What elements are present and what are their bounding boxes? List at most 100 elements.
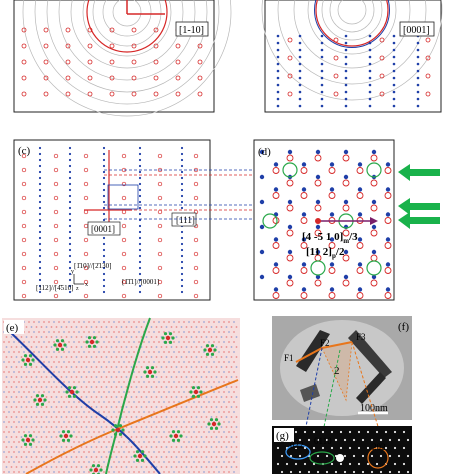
lattice-atom bbox=[188, 321, 190, 323]
lattice-atom bbox=[73, 431, 75, 433]
spot-blue bbox=[102, 188, 106, 192]
spot-blue bbox=[392, 34, 396, 38]
cluster-atom bbox=[113, 432, 118, 436]
lattice-atom bbox=[73, 461, 75, 463]
lattice-atom bbox=[75, 366, 78, 368]
lattice-atom bbox=[173, 401, 175, 403]
lattice-atom bbox=[208, 461, 210, 463]
spot-red bbox=[157, 279, 163, 285]
lattice-atom bbox=[223, 361, 225, 363]
lattice-atom bbox=[28, 461, 30, 463]
spot-red bbox=[21, 153, 27, 159]
lattice-atom bbox=[18, 471, 20, 473]
spot-red bbox=[384, 167, 392, 174]
lattice-atom bbox=[165, 396, 168, 398]
spot-blue bbox=[259, 149, 265, 155]
lattice-atom bbox=[233, 431, 235, 433]
lattice-atom bbox=[85, 436, 88, 438]
spot-red bbox=[193, 195, 199, 201]
lattice-atom bbox=[168, 361, 170, 363]
spot-red bbox=[356, 242, 364, 249]
diffraction-spot bbox=[343, 470, 347, 474]
spot-red bbox=[153, 59, 159, 65]
lattice-atom bbox=[88, 471, 90, 473]
spot-blue bbox=[68, 194, 72, 198]
spot-blue bbox=[371, 224, 377, 230]
lattice-atom bbox=[220, 466, 223, 468]
spot-red bbox=[109, 91, 115, 97]
spot-blue bbox=[138, 218, 142, 222]
cluster-atom bbox=[65, 390, 69, 394]
cluster-atom bbox=[133, 454, 137, 458]
lattice-atom bbox=[85, 356, 88, 358]
lattice-atom bbox=[68, 351, 70, 353]
spot-blue bbox=[329, 212, 335, 217]
lattice-atom bbox=[185, 376, 188, 378]
lattice-atom bbox=[173, 341, 175, 343]
lattice-atom bbox=[213, 351, 215, 353]
spot-blue bbox=[68, 248, 72, 252]
lattice-atom bbox=[203, 431, 205, 433]
lattice-atom bbox=[185, 356, 188, 358]
lattice-atom bbox=[173, 381, 175, 383]
lattice-atom bbox=[140, 416, 143, 418]
lattice-atom bbox=[183, 391, 185, 393]
lattice-atom bbox=[115, 366, 118, 368]
lattice-atom bbox=[3, 451, 5, 453]
lattice-atom bbox=[75, 326, 78, 328]
lattice-atom bbox=[13, 391, 15, 393]
lattice-atom bbox=[205, 436, 208, 438]
cluster-atom bbox=[176, 430, 181, 434]
cluster-atom bbox=[213, 348, 217, 352]
lattice-atom bbox=[63, 411, 65, 413]
lattice-atom bbox=[198, 341, 200, 343]
spot-red bbox=[21, 237, 27, 243]
lattice-atom bbox=[48, 351, 50, 353]
lattice-atom bbox=[178, 371, 180, 373]
lattice-atom bbox=[223, 441, 225, 443]
diffraction-spot bbox=[366, 446, 370, 450]
spot-red bbox=[83, 153, 89, 159]
spot-blue bbox=[287, 149, 293, 155]
spot-red bbox=[121, 265, 127, 271]
lattice-atom bbox=[200, 336, 203, 338]
lattice-atom bbox=[225, 336, 228, 338]
lattice-atom bbox=[140, 336, 143, 338]
lattice-atom bbox=[80, 456, 83, 458]
lattice-atom bbox=[25, 396, 28, 398]
spot-blue bbox=[273, 237, 279, 242]
lattice-atom bbox=[145, 466, 148, 468]
spot-blue bbox=[38, 170, 42, 174]
spot-blue bbox=[138, 146, 142, 150]
lattice-atom bbox=[178, 461, 180, 463]
lattice-atom bbox=[165, 386, 168, 388]
lattice-atom bbox=[13, 421, 15, 423]
lattice-atom bbox=[23, 361, 25, 363]
lattice-atom bbox=[220, 346, 223, 348]
lattice-atom bbox=[230, 396, 233, 398]
lattice-atom bbox=[178, 451, 180, 453]
spot-red bbox=[43, 43, 49, 49]
spot-blue bbox=[138, 194, 142, 198]
panel-b: [0001] bbox=[261, 0, 443, 113]
lattice-atom bbox=[183, 411, 185, 413]
lattice-atom bbox=[185, 436, 188, 438]
lattice-atom bbox=[103, 421, 105, 423]
lattice-atom bbox=[133, 451, 135, 453]
lattice-atom bbox=[13, 451, 15, 453]
spot-red bbox=[21, 181, 27, 187]
panel-d-vector1: [4 -5 1 0]m/3 bbox=[302, 231, 358, 245]
panel-g-frame bbox=[272, 426, 412, 474]
lattice-atom bbox=[200, 326, 203, 328]
spot-red bbox=[53, 181, 59, 187]
lattice-atom bbox=[48, 331, 50, 333]
lattice-atom bbox=[168, 331, 170, 333]
lattice-atom bbox=[118, 321, 120, 323]
panel-c-direction-inner: [0001] bbox=[91, 224, 115, 234]
lattice-atom bbox=[95, 326, 98, 328]
lattice-atom bbox=[158, 421, 160, 423]
lattice-atom bbox=[155, 326, 158, 328]
lattice-atom bbox=[198, 421, 200, 423]
lattice-atom bbox=[20, 336, 23, 338]
lattice-atom bbox=[233, 451, 235, 453]
